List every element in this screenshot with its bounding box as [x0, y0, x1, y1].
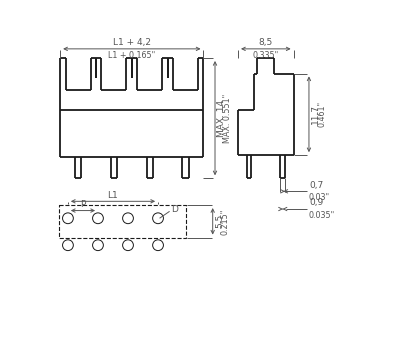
Text: MAX. 0.551": MAX. 0.551" [224, 94, 232, 143]
Text: 0.461": 0.461" [318, 101, 326, 127]
Text: 0.03": 0.03" [309, 193, 330, 202]
Text: 0.215": 0.215" [220, 208, 230, 235]
Text: 8,5: 8,5 [259, 38, 273, 47]
Text: L1: L1 [108, 191, 118, 200]
Text: 0,7: 0,7 [309, 181, 323, 190]
Text: 11,7: 11,7 [311, 104, 320, 124]
Text: L1 + 0.165": L1 + 0.165" [108, 51, 156, 60]
Text: MAX. 14: MAX. 14 [217, 99, 226, 137]
Text: 0,9: 0,9 [309, 199, 323, 208]
Text: 5,5: 5,5 [215, 214, 224, 228]
Text: 0.035": 0.035" [309, 211, 335, 220]
Text: 0.335": 0.335" [253, 51, 279, 60]
Text: L1 + 4,2: L1 + 4,2 [113, 38, 151, 47]
Text: D: D [171, 205, 178, 214]
Bar [59, 205, 186, 237]
Text: P: P [80, 200, 86, 209]
